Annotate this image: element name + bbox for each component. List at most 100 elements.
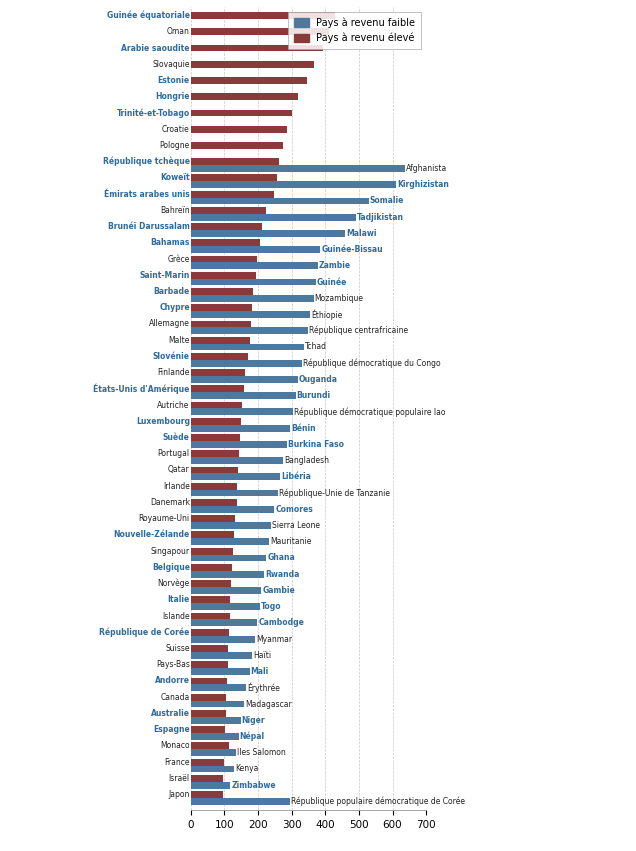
Bar xyxy=(191,645,228,652)
Bar xyxy=(191,191,274,197)
Text: République démocratique populaire lao: République démocratique populaire lao xyxy=(294,407,446,417)
Bar xyxy=(191,425,290,431)
Text: Koweït: Koweït xyxy=(160,174,190,182)
Bar xyxy=(191,246,321,253)
Text: République démocratique du Congo: République démocratique du Congo xyxy=(303,358,440,368)
Bar xyxy=(191,353,248,360)
Text: Estonie: Estonie xyxy=(158,76,190,85)
Text: Bahreïn: Bahreïn xyxy=(160,206,190,214)
Bar xyxy=(191,288,253,295)
Text: Iles Salomon: Iles Salomon xyxy=(237,748,286,757)
Bar xyxy=(191,717,240,723)
Text: Andorre: Andorre xyxy=(155,677,190,685)
Text: Allemagne: Allemagne xyxy=(149,319,190,328)
Bar xyxy=(191,555,266,562)
Text: Érythrée: Érythrée xyxy=(247,683,280,693)
Bar xyxy=(191,239,260,246)
Bar xyxy=(191,262,318,269)
Text: Bangladesh: Bangladesh xyxy=(284,456,329,465)
Bar xyxy=(191,295,314,302)
Text: Afghanista: Afghanista xyxy=(406,164,448,173)
Text: Grèce: Grèce xyxy=(167,254,190,264)
Text: Mali: Mali xyxy=(251,667,269,676)
Text: Somalie: Somalie xyxy=(370,197,404,205)
Bar xyxy=(191,483,237,489)
Text: Trinité-et-Tobago: Trinité-et-Tobago xyxy=(116,108,190,117)
Text: République tchèque: République tchèque xyxy=(103,157,190,167)
Bar xyxy=(191,337,249,344)
Text: République de Corée: République de Corée xyxy=(99,627,190,637)
Bar xyxy=(191,207,266,214)
Bar xyxy=(191,710,226,717)
Text: Espagne: Espagne xyxy=(153,725,190,734)
Bar xyxy=(191,652,252,659)
Text: Libéria: Libéria xyxy=(281,472,311,482)
Text: Malawi: Malawi xyxy=(347,229,377,238)
Bar xyxy=(191,782,230,789)
Text: Danemark: Danemark xyxy=(150,498,190,507)
Bar xyxy=(191,742,230,749)
Bar xyxy=(191,434,240,441)
Bar xyxy=(191,441,287,448)
Bar xyxy=(191,321,251,328)
Bar xyxy=(191,344,305,351)
Text: Guinée-Bissau: Guinée-Bissau xyxy=(321,245,383,254)
Text: Israël: Israël xyxy=(169,774,190,783)
Bar xyxy=(191,214,356,220)
Text: Hongrie: Hongrie xyxy=(155,92,190,101)
Text: Croatie: Croatie xyxy=(162,125,190,134)
Bar xyxy=(191,418,240,425)
Bar xyxy=(191,197,369,204)
Bar xyxy=(191,271,256,278)
Bar xyxy=(191,539,269,545)
Bar xyxy=(191,522,272,529)
Bar xyxy=(191,94,298,100)
Text: Singapour: Singapour xyxy=(151,546,190,556)
Bar xyxy=(191,694,226,700)
Text: Kenya: Kenya xyxy=(235,764,258,774)
Bar xyxy=(191,677,227,684)
Text: Comores: Comores xyxy=(275,505,313,514)
Bar xyxy=(191,473,280,480)
Bar xyxy=(191,386,244,392)
Bar xyxy=(191,165,405,172)
Bar xyxy=(191,499,237,505)
Text: Norvège: Norvège xyxy=(158,579,190,588)
Bar xyxy=(191,505,274,512)
Text: Burundi: Burundi xyxy=(296,391,331,400)
Text: Irlande: Irlande xyxy=(163,482,190,491)
Text: Italie: Italie xyxy=(167,596,190,604)
Bar xyxy=(191,775,223,782)
Bar xyxy=(191,77,307,84)
Text: Mauritanie: Mauritanie xyxy=(270,537,311,546)
Bar xyxy=(191,305,252,311)
Bar xyxy=(191,223,263,230)
Bar xyxy=(191,613,230,620)
Bar xyxy=(191,580,231,587)
Text: Tchad: Tchad xyxy=(305,342,328,351)
Text: Portugal: Portugal xyxy=(158,449,190,458)
Text: Royaume-Uni: Royaume-Uni xyxy=(139,514,190,523)
Bar xyxy=(191,571,264,578)
Bar xyxy=(191,603,259,610)
Text: Suède: Suède xyxy=(163,433,190,442)
Bar xyxy=(191,126,287,133)
Text: Émirats arabes unis: Émirats arabes unis xyxy=(104,190,190,198)
Text: Népal: Népal xyxy=(240,732,265,741)
Text: Autriche: Autriche xyxy=(158,401,190,409)
Bar xyxy=(191,548,233,555)
Bar xyxy=(191,749,236,756)
Bar xyxy=(191,408,293,415)
Bar xyxy=(191,110,292,117)
Text: Rwanda: Rwanda xyxy=(265,569,300,579)
Text: Monaco: Monaco xyxy=(160,741,190,751)
Bar xyxy=(191,230,345,237)
Text: Togo: Togo xyxy=(261,603,281,611)
Bar xyxy=(191,376,298,383)
Text: Malte: Malte xyxy=(169,335,190,345)
Bar xyxy=(191,597,230,603)
Text: États-Unis d'Amérique: États-Unis d'Amérique xyxy=(93,384,190,394)
Bar xyxy=(191,668,249,675)
Bar xyxy=(191,629,229,636)
Text: Pays-Bas: Pays-Bas xyxy=(156,660,190,669)
